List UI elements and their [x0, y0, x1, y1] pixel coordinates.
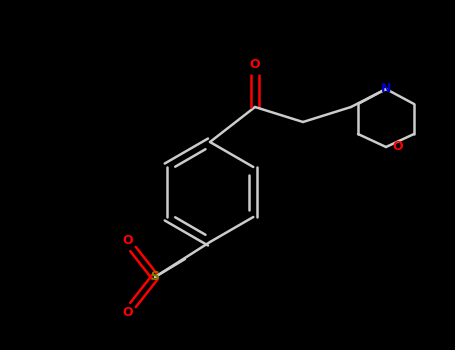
Text: O: O	[250, 58, 260, 71]
Text: O: O	[123, 307, 133, 320]
Text: O: O	[123, 234, 133, 247]
Text: N: N	[381, 83, 391, 96]
Text: O: O	[393, 140, 403, 154]
Text: S: S	[151, 271, 160, 284]
